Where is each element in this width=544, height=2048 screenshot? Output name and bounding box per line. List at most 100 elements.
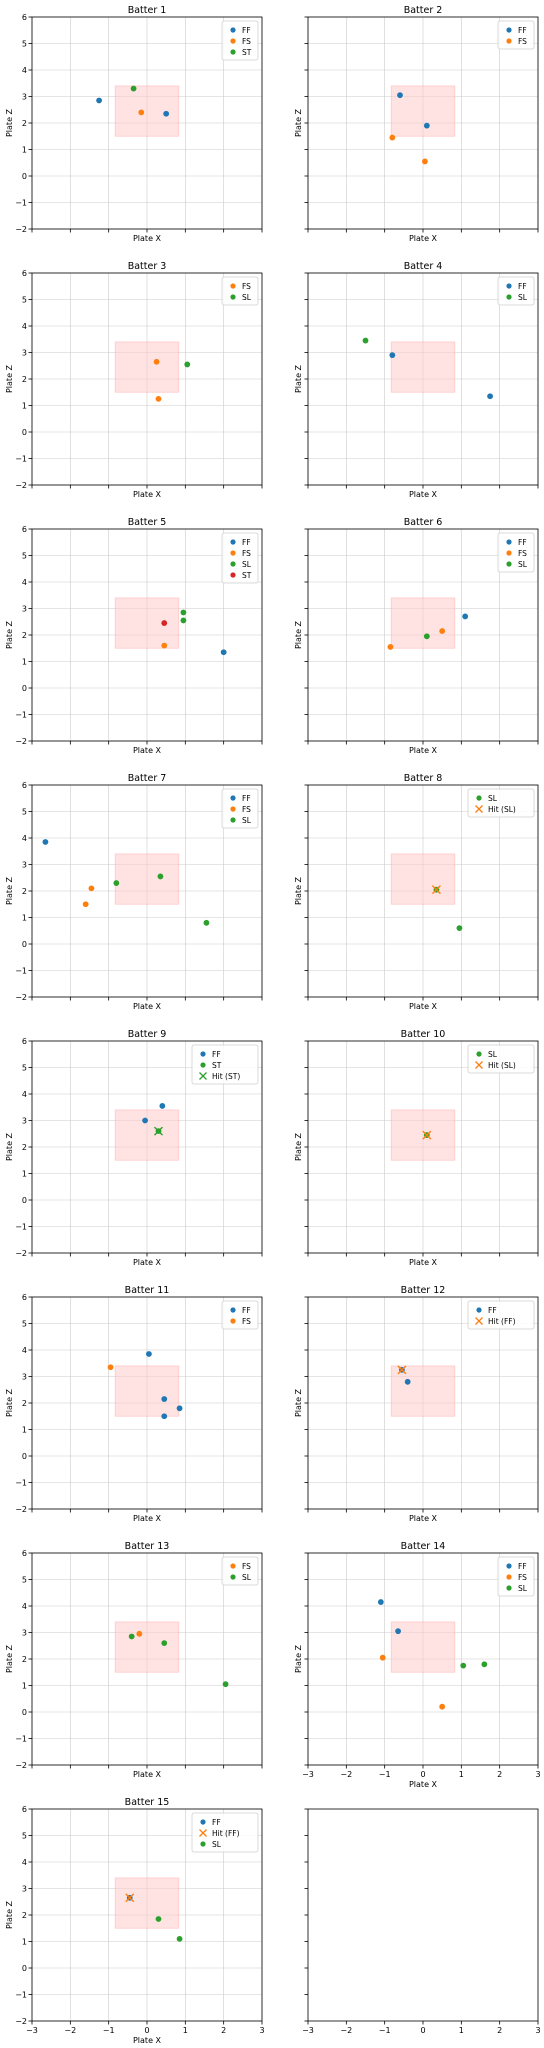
legend-label: SL (488, 1050, 498, 1059)
data-point (107, 1364, 114, 1371)
data-point (481, 1661, 488, 1668)
data-point (362, 337, 369, 344)
legend-swatch (506, 294, 512, 300)
data-point (155, 395, 162, 402)
y-tick-label: −2 (15, 1249, 27, 1258)
y-tick-label: 4 (22, 834, 27, 843)
y-axis-label: Plate Z (5, 1388, 14, 1417)
y-tick-label: 3 (22, 1885, 27, 1894)
y-tick-label: 1 (22, 658, 27, 667)
data-point (82, 901, 89, 908)
x-tick-label: 1 (183, 2026, 188, 2035)
legend-label: SL (518, 560, 528, 569)
y-tick-label: 5 (22, 296, 27, 305)
y-tick-label: 1 (22, 1170, 27, 1179)
hit-marker (125, 1893, 135, 1903)
y-tick-label: 4 (22, 1346, 27, 1355)
legend: SL Hit (SL) (467, 788, 535, 818)
legend-label: SL (242, 816, 252, 825)
panel-3: −2 −1 0 1 2 3 4 5 6 Batter 3 Plate X Plate Z FS SL (5, 261, 263, 499)
x-axis-label: Plate X (409, 1002, 438, 1011)
panel-11: −2 −1 0 1 2 3 4 5 6 Batter 11 Plate X Plate Z FF FS (5, 1285, 263, 1523)
hit-marker (154, 1126, 163, 1136)
legend: FF SL (497, 276, 535, 306)
x-tick-label: −1 (103, 2026, 115, 2035)
legend-label: FF (212, 1050, 221, 1059)
y-tick-label: 2 (22, 631, 27, 640)
x-tick-label: −1 (379, 1770, 391, 1779)
legend-label: SL (518, 293, 528, 302)
y-tick-label: −1 (15, 455, 27, 464)
legend-swatch (476, 795, 482, 801)
panel-1: −2 −1 0 1 2 3 4 5 6 Batter 1 Plate X Plate Z FF FS ST (5, 5, 263, 243)
legend: FF FS SL (221, 788, 259, 829)
legend-swatch (230, 1307, 236, 1313)
legend-swatch (506, 1585, 512, 1591)
y-tick-label: −2 (15, 225, 27, 234)
panel-title: Batter 15 (125, 1797, 170, 1808)
y-tick-label: −1 (15, 711, 27, 720)
empty-panel: −3 −2 −1 0 1 2 3 (302, 1808, 541, 2035)
panel-13: −2 −1 0 1 2 3 4 5 6 Batter 13 Plate X Plate Z FS SL (5, 1541, 263, 1779)
y-tick-label: 0 (22, 428, 27, 437)
strike-zone (390, 1621, 456, 1673)
legend-label: FS (242, 37, 251, 46)
y-tick-label: 0 (22, 1452, 27, 1461)
panel-title: Batter 5 (128, 517, 167, 528)
legend-label: ST (212, 1061, 222, 1070)
y-tick-label: 2 (22, 119, 27, 128)
data-point (161, 1413, 168, 1420)
y-tick-label: 5 (22, 1832, 27, 1841)
y-tick-label: 0 (22, 940, 27, 949)
y-tick-label: 4 (22, 66, 27, 75)
data-point (462, 613, 469, 620)
x-tick-label: 0 (420, 2026, 425, 2035)
legend: FF FS ST (221, 20, 259, 61)
x-axis-label: Plate X (133, 1258, 162, 1267)
y-tick-label: −1 (15, 967, 27, 976)
x-tick-label: −3 (302, 2026, 314, 2035)
y-tick-label: −2 (15, 481, 27, 490)
legend-label: ST (242, 571, 252, 580)
panel-title: Batter 2 (404, 5, 443, 16)
x-axis-label: Plate X (409, 234, 438, 243)
y-tick-label: 1 (22, 402, 27, 411)
y-tick-label: 2 (22, 1911, 27, 1920)
y-tick-label: 1 (22, 1426, 27, 1435)
hit-marker (422, 1130, 432, 1140)
y-tick-label: 2 (22, 887, 27, 896)
x-axis-label: Plate X (133, 2036, 162, 2045)
panel-title: Batter 3 (128, 261, 167, 272)
hit-marker (397, 1365, 407, 1375)
legend-label: FF (488, 1306, 497, 1315)
data-point (113, 880, 120, 886)
legend-swatch (506, 38, 512, 44)
panel-5: −2 −1 0 1 2 3 4 5 6 Batter 5 Plate X Plate Z FF FS SL S… (5, 517, 263, 755)
y-tick-label: 5 (22, 1320, 27, 1329)
panel-title: Batter 6 (404, 517, 443, 528)
y-tick-label: 4 (22, 1858, 27, 1867)
legend-swatch (476, 1051, 482, 1057)
legend-swatch (230, 1318, 236, 1324)
strike-zone (390, 1365, 456, 1417)
legend-swatch (230, 1563, 236, 1569)
data-point (161, 620, 168, 626)
legend-swatch (230, 283, 236, 289)
legend-label: FF (518, 26, 527, 35)
x-axis-label: Plate X (133, 746, 162, 755)
legend-hit-swatch (199, 1072, 207, 1080)
x-axis-label: Plate X (133, 1770, 162, 1779)
data-point (161, 642, 168, 649)
legend-label: Hit (ST) (212, 1072, 240, 1081)
legend-label: FS (242, 549, 251, 558)
x-tick-label: −3 (302, 1770, 314, 1779)
legend-label: FF (518, 282, 527, 291)
y-axis-label: Plate Z (294, 876, 303, 905)
legend-hit-swatch (475, 1061, 483, 1069)
legend: FF FS SL ST (221, 532, 259, 584)
y-axis-label: Plate Z (5, 876, 14, 905)
y-tick-label: 5 (22, 1064, 27, 1073)
x-tick-label: 0 (420, 1770, 425, 1779)
legend-swatch (230, 561, 236, 567)
